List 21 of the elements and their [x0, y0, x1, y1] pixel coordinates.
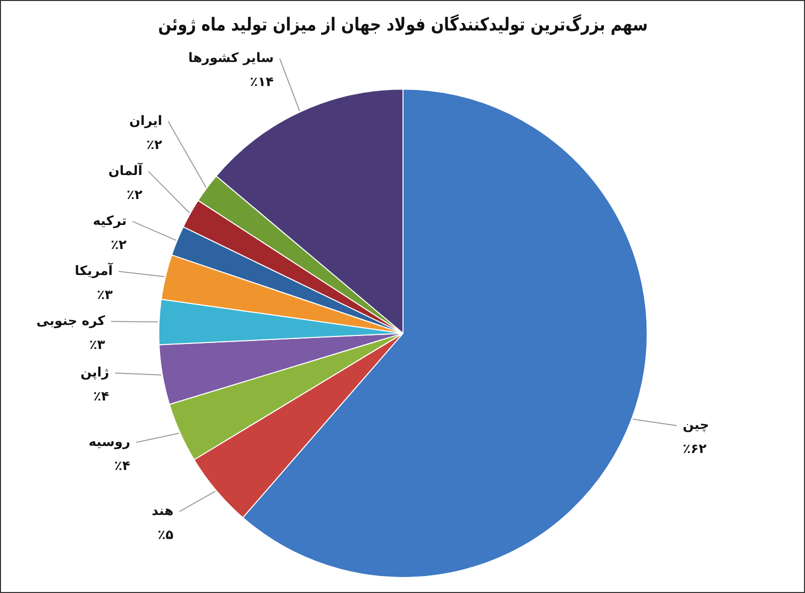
slice-label: ایران [129, 114, 162, 129]
data-label: ٪۳ [96, 288, 113, 303]
data-label: ٪۶۲ [682, 442, 707, 457]
data-label: ٪۴ [114, 458, 130, 474]
data-label: ٪۳ [89, 338, 106, 353]
slice-label: ژاپن [80, 365, 110, 380]
data-label: ٪۲ [110, 238, 127, 253]
data-label: ٪۴ [93, 389, 110, 404]
slice-label: آلمان [108, 162, 143, 179]
slice-label: هند [152, 504, 174, 519]
data-label: ٪۲ [126, 188, 143, 203]
slice-label: کره جنوبی [36, 314, 106, 329]
chart-title: سهم بزرگ‌ترین تولیدکنندگان فولاد جهان از میزان تولید ماه ژوئن [158, 13, 648, 36]
slice-label: چین [682, 418, 710, 433]
slice-label: ترکیه [92, 214, 127, 229]
slice-label: روسیه [88, 434, 130, 450]
data-label: ٪۲ [146, 138, 162, 153]
data-label: ٪۵ [158, 528, 174, 543]
slice-label: سایر کشورها [188, 50, 274, 66]
data-label: ٪۱۴ [250, 74, 274, 90]
slice-label: آمریکا [74, 262, 114, 279]
